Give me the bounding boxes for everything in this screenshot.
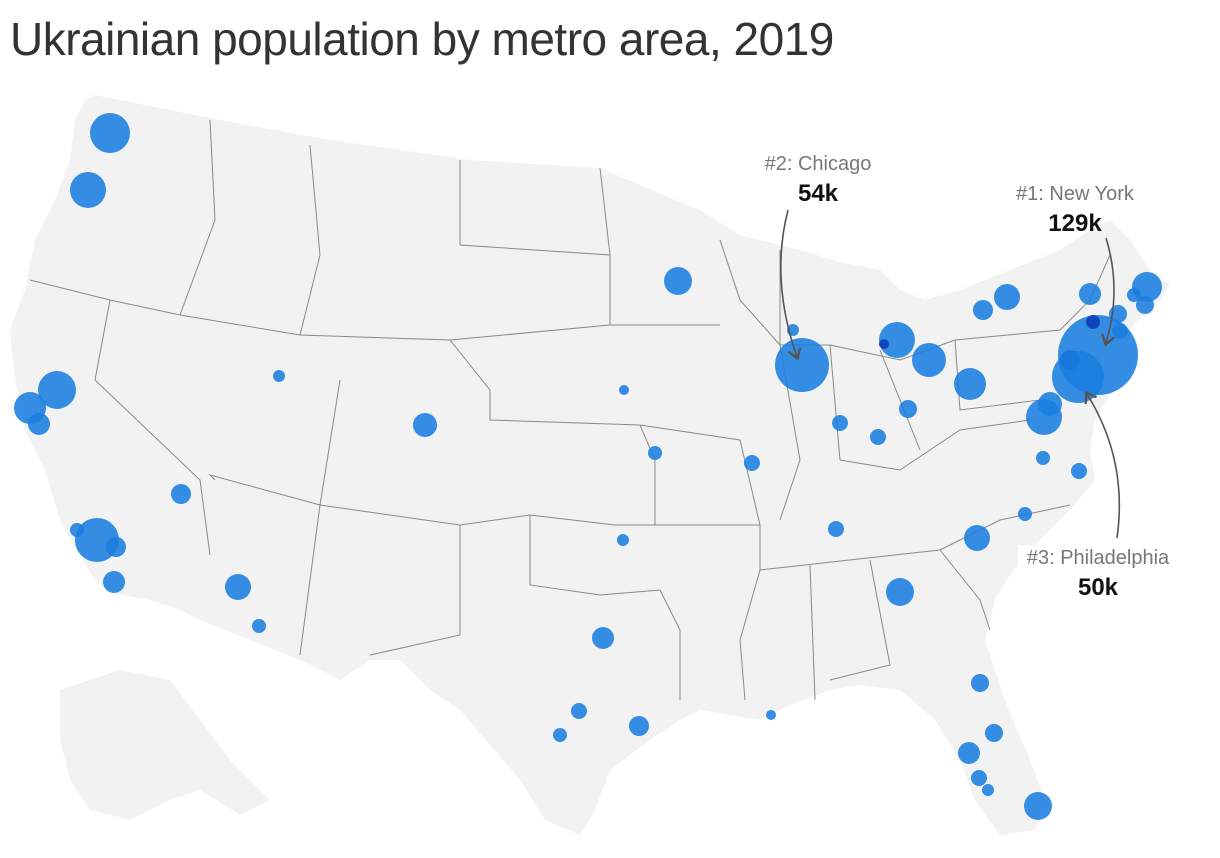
bubble-seattle [90,113,130,153]
annotation-arrows [780,209,1121,539]
bubble-omaha [619,385,629,395]
arrow-chicago [780,209,797,357]
annotation-value-chicago: 54k [798,180,839,207]
bubble-portland [70,172,106,208]
bubble-worcester [1127,288,1141,302]
bubble-new-orleans [766,710,776,720]
bubble-orlando [985,724,1003,742]
annotation-chicago: #2: Chicago 54k [765,153,872,207]
bubble-fort-myers [982,784,994,796]
bubble-oklahoma-city [617,534,629,546]
bubble-nashville [828,521,844,537]
bubble-sacramento [38,371,76,409]
bubble-buffalo [973,300,993,320]
chart-title: Ukrainian population by metro area, 2019 [10,13,834,65]
bubble-dallas [592,627,614,649]
bubble-baltimore [1038,392,1062,416]
annotation-value-philadelphia: 50k [1078,574,1119,601]
annotation-label-chicago: #2: Chicago [765,153,872,175]
bubble-oxnard [70,523,84,537]
bubble-albany [1079,283,1101,305]
bubble-kansas-city [648,446,662,460]
arrow-new-york [1106,237,1114,343]
bubble-san-diego [103,571,125,593]
bubble-rochester [994,284,1020,310]
bubble-virginia-beach [1071,463,1087,479]
bubble-cleveland [912,343,946,377]
annotation-value-new-york: 129k [1048,210,1102,237]
bubble-san-antonio [553,728,567,742]
bubble-raleigh [1018,507,1032,521]
bubble-columbus [899,400,917,418]
bubble-tampa [958,742,980,764]
us-landmass [10,95,1170,835]
bubble-chicago [775,338,829,392]
bubble-houston [629,716,649,736]
bubble-charlotte [964,525,990,551]
bubble-phoenix [225,574,251,600]
bubble-riverside [106,537,126,557]
bubble-tucson [252,619,266,633]
bubble-ann-arbor [879,339,889,349]
alaska-landmass [60,670,270,820]
bubble-minneapolis [664,267,692,295]
bubble-miami [1024,792,1052,820]
annotation-new-york: #1: New York 129k [1008,180,1141,237]
bubble-san-jose [28,413,50,435]
state-borders [29,119,1111,701]
bubble-austin [571,703,587,719]
bubble-denver [413,413,437,437]
bubble-richmond [1036,451,1050,465]
bubble-new-york [1058,315,1138,395]
bubble-detroit [879,322,915,358]
bubble-st-louis [744,455,760,471]
bubble-reno [171,484,191,504]
bubble-pittsburgh [954,368,986,400]
bubble-louisville [870,429,886,445]
arrow-philadelphia [1087,394,1121,539]
bubble-atlanta [886,578,914,606]
annotation-label-philadelphia: #3: Philadelphia [1027,547,1170,569]
bubble-indianapolis [832,415,848,431]
bubble-jacksonville [971,674,989,692]
metro-bubbles [14,113,1162,820]
bubble-sarasota [971,770,987,786]
bubble-salt-lake [273,370,285,382]
bubble-bridgeport [1086,315,1100,329]
annotation-label-new-york: #1: New York [1016,183,1135,205]
annotation-philadelphia: #3: Philadelphia 50k [1018,545,1180,601]
